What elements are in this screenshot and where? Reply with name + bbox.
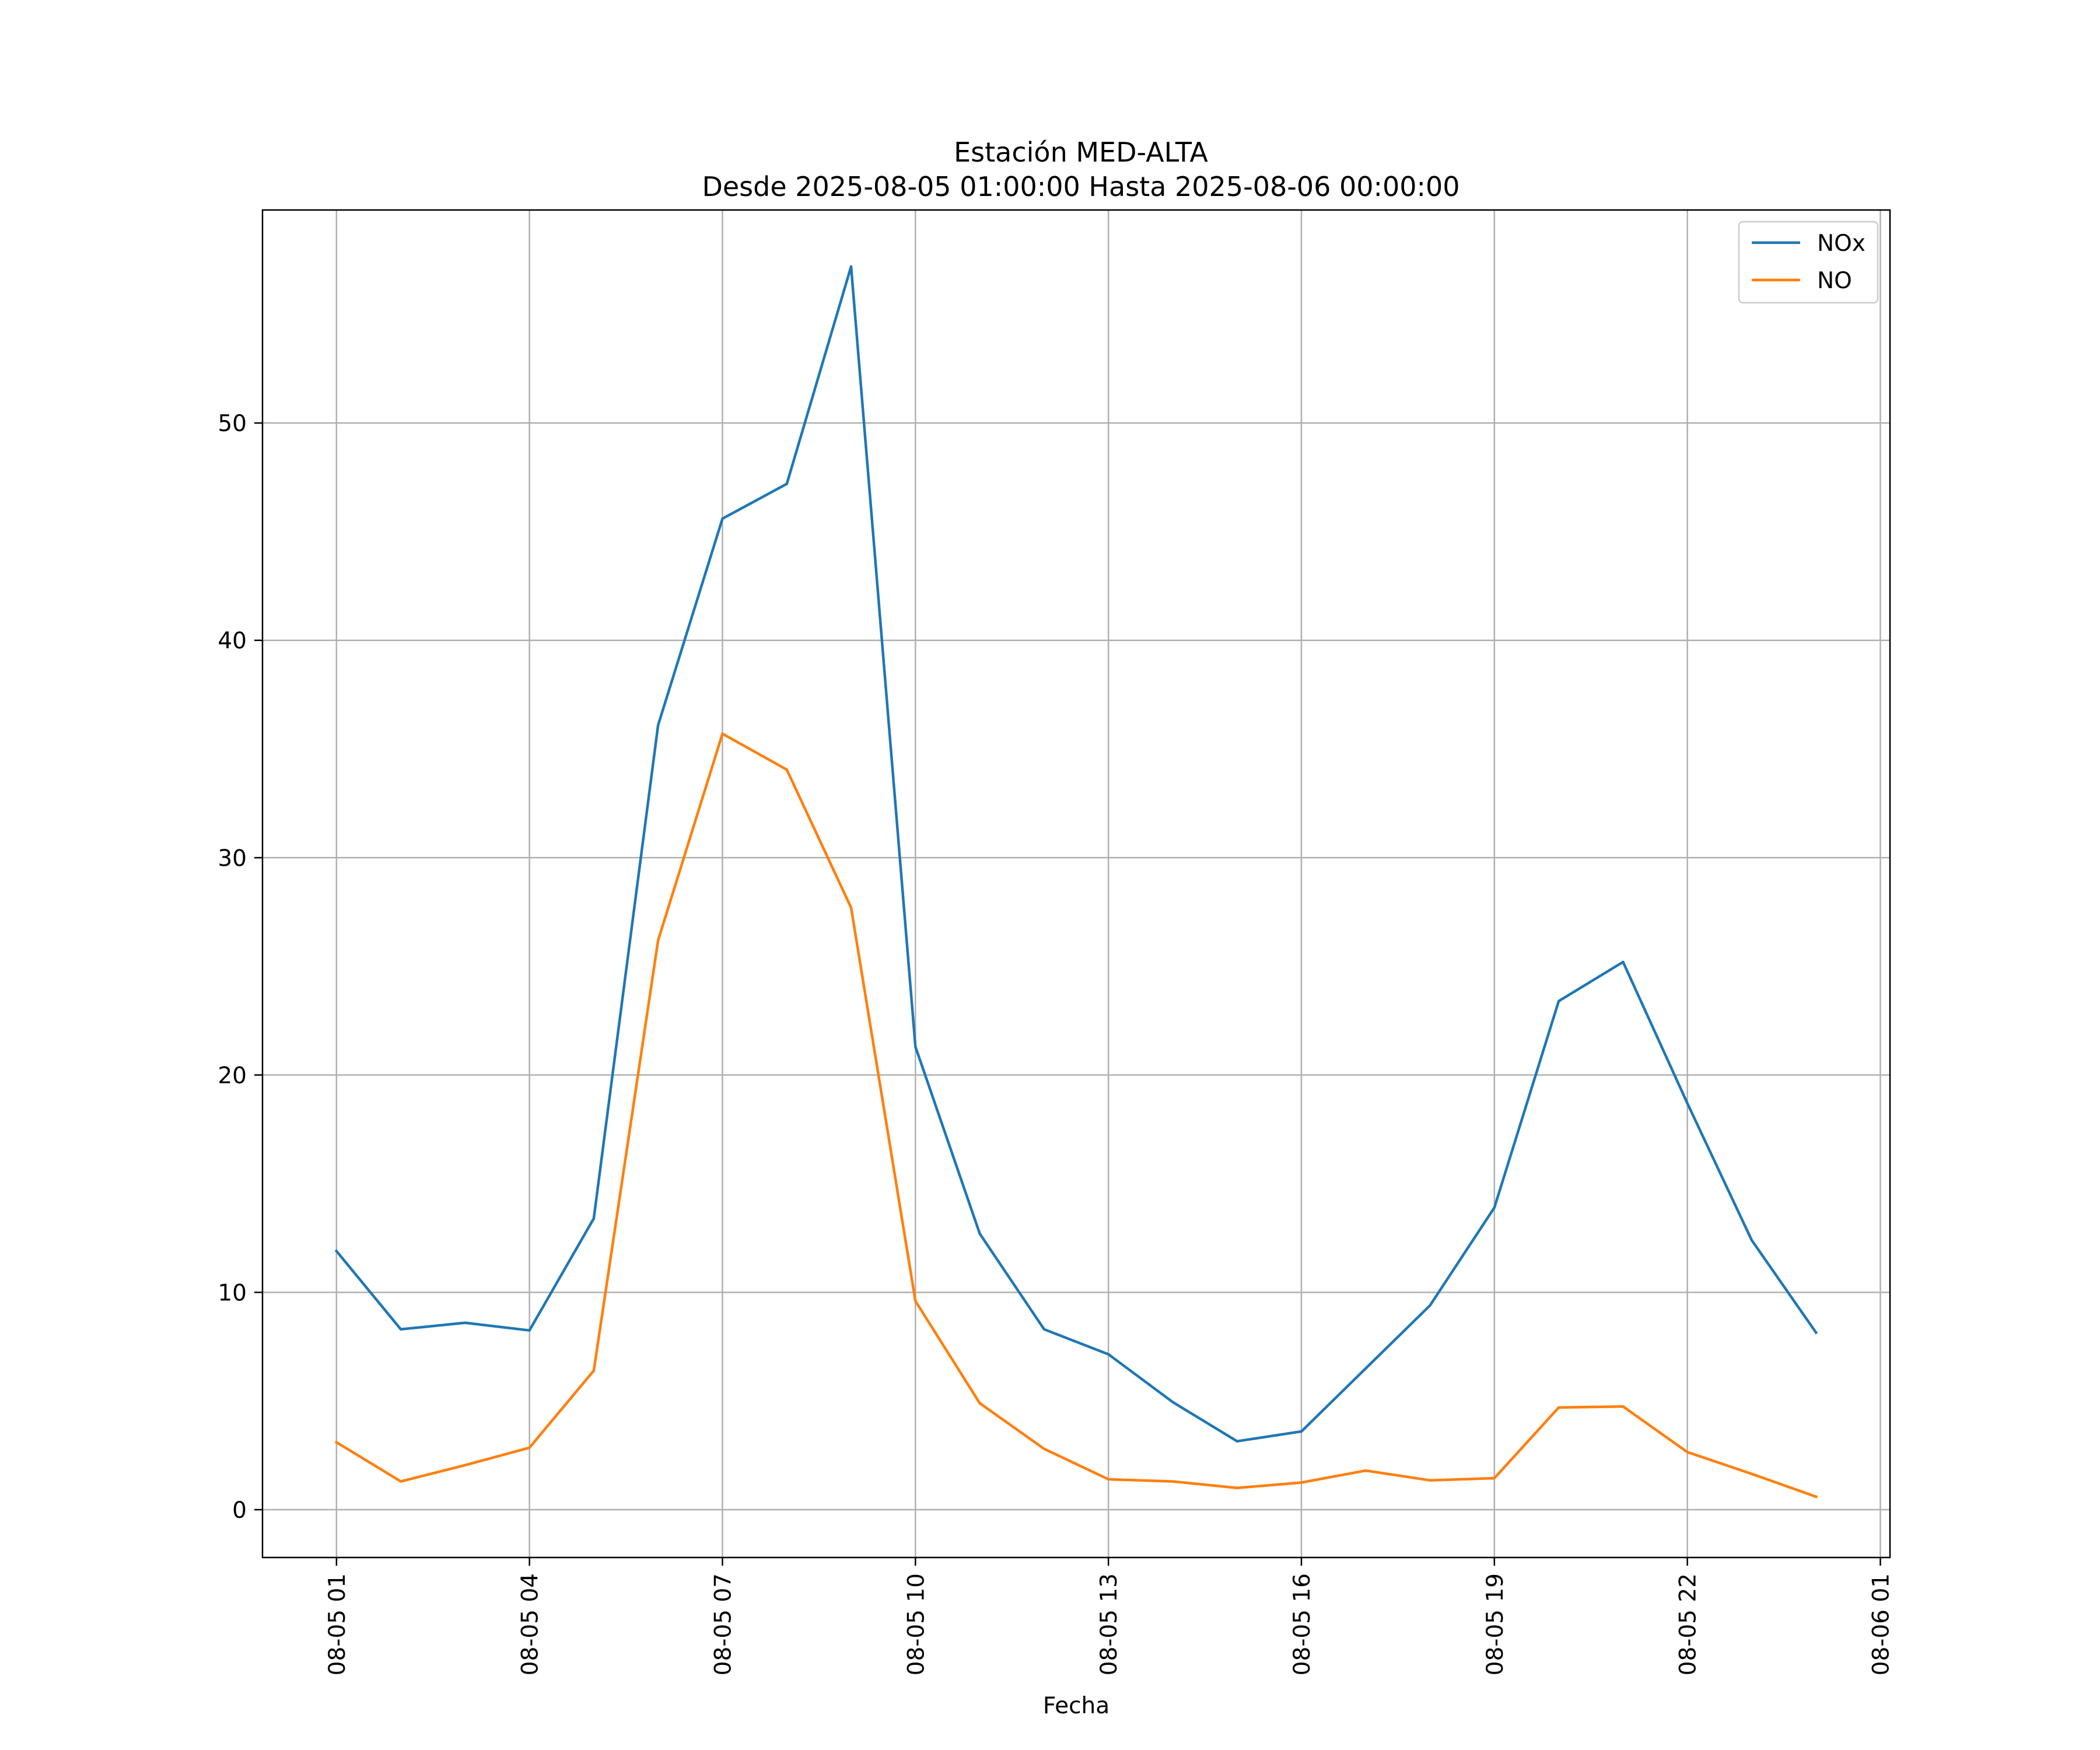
x-tick-label: 08-06 01: [1868, 1573, 1894, 1675]
x-tick-label: 08-05 13: [1096, 1573, 1122, 1675]
grid-lines: [262, 210, 1890, 1558]
y-tick-label: 0: [232, 1497, 247, 1524]
axis-ticks: 0 10 20 30 40 50 08-05 01 08-05 04 08-05 07 08-05…: [218, 411, 1894, 1675]
x-axis-label: Fecha: [1043, 1693, 1110, 1719]
x-tick-label: 08-05 07: [710, 1573, 736, 1675]
series-line-nox: [334, 265, 1818, 1443]
x-tick-label: 08-05 04: [517, 1573, 544, 1675]
legend: NOx NO: [1738, 220, 1879, 304]
legend-label-no: NO: [1817, 268, 1852, 294]
y-tick-label: 20: [218, 1063, 247, 1089]
legend-label-nox: NOx: [1817, 230, 1866, 257]
chart-title: Estación MED-ALTA: [954, 136, 1208, 168]
chart-subtitle: Desde 2025-08-05 01:00:00 Hasta 2025-08-…: [702, 171, 1460, 202]
y-tick-label: 50: [218, 411, 247, 437]
x-tick-label: 08-05 22: [1675, 1573, 1702, 1675]
y-tick-label: 10: [218, 1280, 247, 1306]
y-tick-label: 30: [218, 845, 247, 872]
x-tick-label: 08-05 16: [1289, 1573, 1315, 1675]
series-line-no: [334, 732, 1818, 1499]
x-tick-label: 08-05 19: [1482, 1573, 1508, 1675]
x-tick-label: 08-05 01: [324, 1573, 351, 1675]
plot-frame: [261, 209, 1891, 1559]
series-lines: [334, 265, 1818, 1499]
x-tick-label: 08-05 10: [903, 1573, 929, 1675]
y-tick-label: 40: [218, 628, 247, 654]
